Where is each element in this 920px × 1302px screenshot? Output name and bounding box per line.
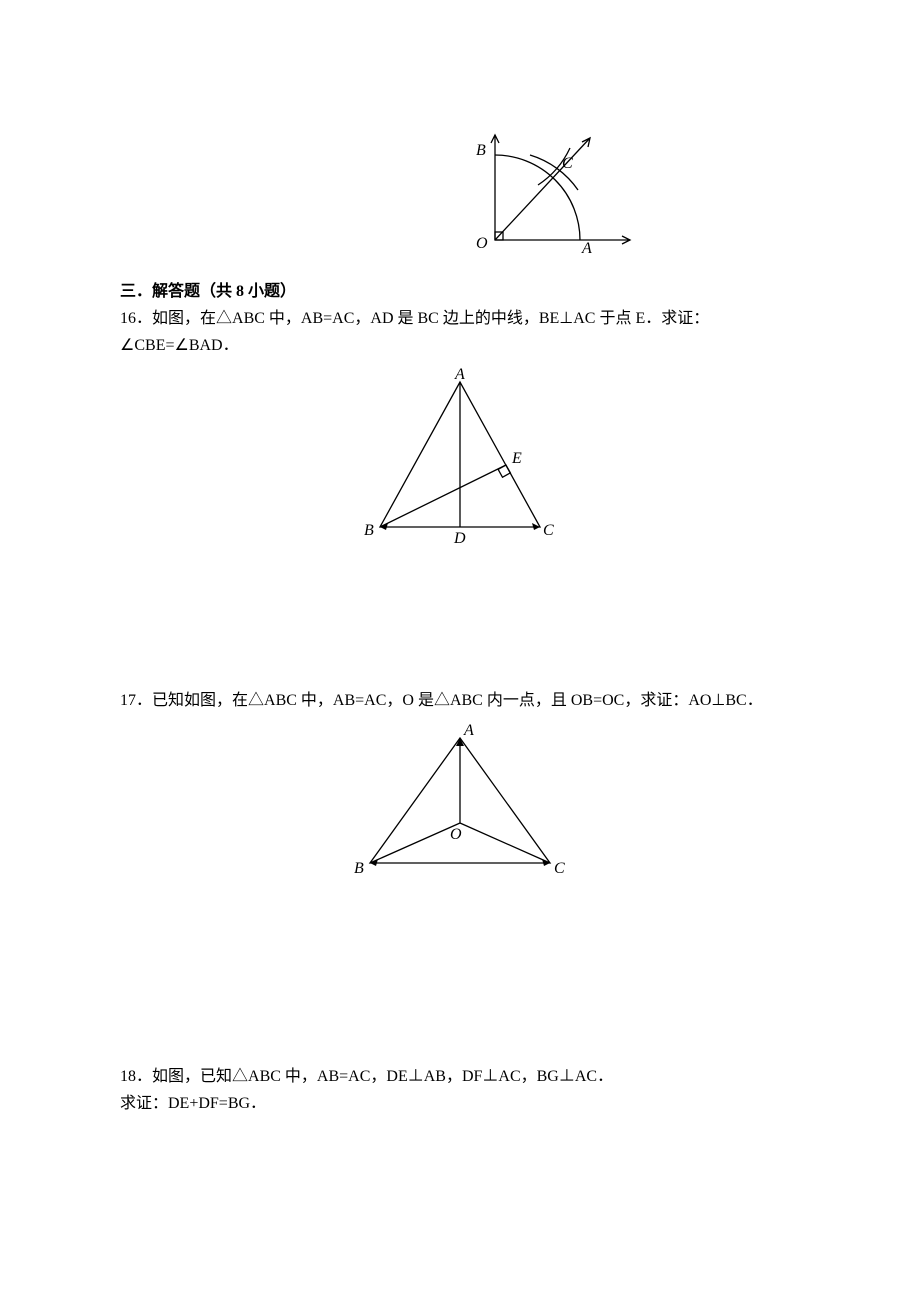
q16-text2: ∠CBE=∠BAD． <box>120 337 239 354</box>
q18-num: 18． <box>120 1068 152 1085</box>
label-C: C <box>543 522 554 539</box>
label-O: O <box>450 826 462 843</box>
label-A: A <box>463 723 474 739</box>
label-O: O <box>476 235 488 252</box>
q16-text1: 如图，在△ABC 中，AB=AC，AD 是 BC 边上的中线，BE⊥AC 于点 … <box>152 310 709 327</box>
q18-text1: 如图，已知△ABC 中，AB=AC，DE⊥AB，DF⊥AC，BG⊥AC． <box>152 1068 613 1085</box>
spacer <box>120 883 800 1063</box>
q17-num: 17． <box>120 692 152 709</box>
question-16: 16．如图，在△ABC 中，AB=AC，AD 是 BC 边上的中线，BE⊥AC … <box>120 305 800 359</box>
label-B: B <box>354 860 364 877</box>
q16-num: 16． <box>120 310 152 327</box>
label-B: B <box>476 142 486 159</box>
q17-text: 已知如图，在△ABC 中，AB=AC，O 是△ABC 内一点，且 OB=OC，求… <box>152 692 763 709</box>
question-18: 18．如图，已知△ABC 中，AB=AC，DE⊥AB，DF⊥AC，BG⊥AC． … <box>120 1063 800 1117</box>
spacer <box>120 547 800 687</box>
construction-svg: O A B C <box>470 130 640 260</box>
label-D: D <box>453 530 466 547</box>
label-C: C <box>554 860 565 877</box>
label-A: A <box>581 240 592 257</box>
label-B: B <box>364 522 374 539</box>
label-C: C <box>562 155 573 172</box>
figure-q17: A B C O <box>350 723 570 883</box>
label-E: E <box>511 450 522 467</box>
section-heading: 三．解答题（共 8 小题） <box>120 277 800 301</box>
label-A: A <box>454 367 465 383</box>
page: O A B C 三．解答题（共 8 小题） 16．如图，在△ABC 中，AB=A… <box>0 0 920 1225</box>
question-17: 17．已知如图，在△ABC 中，AB=AC，O 是△ABC 内一点，且 OB=O… <box>120 687 800 714</box>
figure-q16: A B C D E <box>360 367 560 547</box>
figure-construction-top: O A B C <box>470 130 640 265</box>
q18-text2: 求证：DE+DF=BG． <box>120 1095 266 1112</box>
